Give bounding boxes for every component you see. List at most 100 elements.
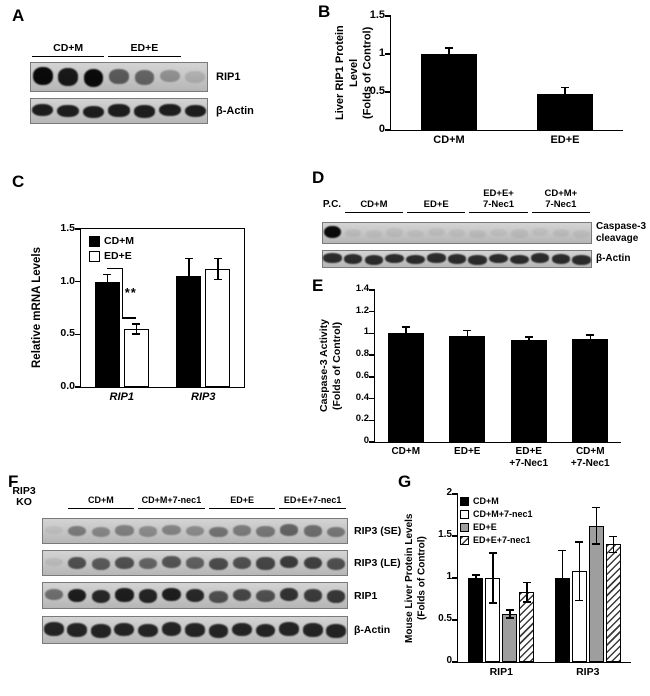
bar-series-CD+M [572,338,609,442]
x-category-label: RIP1 [81,391,163,404]
x-category-line: CD+M [433,134,465,146]
protein-band [531,228,549,236]
legend-swatch-gray [460,522,469,532]
protein-band [509,254,529,265]
error-bar-cap [575,541,584,543]
significance-bracket [107,267,122,270]
lane-group-label: CD+M+7-nec1 [138,495,205,509]
x-category-label: CD+M +7-Nec1 [560,446,622,470]
protein-band [365,230,383,238]
chart-c-plot-area: 0.0 0.5 1.0 1.5 RIP1 RIP3 CD+M ED+E ** [60,222,245,403]
error-bar-cap [524,336,533,338]
x-category-line: RIP1 [109,391,134,403]
error-bar-cap [132,333,141,335]
legend-swatch-black [89,235,100,247]
protein-band [385,253,405,264]
lane-label: P.C. [317,199,347,212]
lane-group-label-line: 7-Nec1 [545,199,577,210]
error-bar-cap [401,338,410,341]
y-axis-tick-label: 0 [363,435,369,446]
y-axis-title-line: Mouse Liver Protein Levels [404,513,415,643]
protein-band [108,104,130,117]
error-bar-cap [575,599,584,602]
lane-group-label-line: ED+E [130,42,159,54]
y-axis-tick-label: 0.4 [355,391,369,403]
error-bar-cap [524,342,533,344]
panel-f-label: F [8,472,19,491]
significance-bracket [121,267,124,318]
y-axis-tick-label: 1.2 [355,304,369,316]
protein-band [323,253,342,263]
error-bar [509,609,511,619]
protein-band [91,526,111,538]
protein-band [232,622,252,637]
blot-row-label: β-Actin [216,105,254,117]
error-bar-cap [609,535,618,537]
y-axis-tick [369,289,375,291]
protein-band [162,524,181,536]
y-axis-tick [452,493,458,495]
error-bar-cap [586,342,595,344]
lane-group-label-line: CD+M [87,495,114,505]
error-bar [526,582,528,603]
protein-band [68,588,87,603]
x-category-line: RIP3 [576,666,600,678]
lane-group-label: ED+E [108,42,181,57]
y-axis-title-line: Liver RIP1 Protein Level [334,25,360,121]
protein-band [530,253,550,263]
lane-group-label: ED+E [208,495,276,509]
protein-band [115,525,134,536]
protein-band [32,103,54,117]
x-category-line: ED+E [515,446,542,457]
error-bar-cap [592,506,601,509]
x-category-label: ED+E [437,446,499,458]
protein-band [209,590,228,603]
y-axis-tick [369,332,375,335]
error-bar-cap [213,257,222,260]
y-axis-tick-label: 2 [446,487,452,498]
bar-ED+E-RIP3 [588,525,604,662]
y-axis-tick-label: 0.2 [355,413,369,425]
protein-band [67,623,88,637]
blot-row-label-line: RIP1 [354,589,378,602]
significance-label: ** [124,284,137,300]
protein-band [91,558,111,570]
y-axis-tick [385,15,391,17]
y-axis-tick [452,535,458,537]
x-category-label: ED+E +7-Nec1 [498,446,560,470]
protein-band [232,525,252,536]
legend-label: CD+M [473,496,499,506]
lane-group-label: CD+M [344,199,404,213]
y-axis-tick-label: 0.5 [60,327,75,340]
lane-group-label-line: 7-Nec1 [482,199,515,210]
error-bar-cap [184,293,193,295]
protein-band [386,228,403,237]
error-bar-cap [561,86,569,89]
protein-band [134,70,155,85]
error-bar-cap [558,549,567,552]
protein-band [133,105,156,118]
protein-band [572,255,591,265]
chart-g-plot-area: 0 0.5 1 1.5 2 RIP1 RIP3 CD+M CD+M+7-nec1 ED+E ED+E… [438,487,631,678]
protein-band [303,556,322,570]
y-axis-tick-label: 1.5 [438,529,452,540]
protein-band [256,526,275,537]
error-bar-cap [488,602,497,604]
lane-group-label: ED+E+7-nec1 [279,495,346,509]
protein-band [303,589,322,602]
y-axis-tick-label: 0.0 [60,380,75,392]
lane-group-label-line: CD+M+7-nec1 [141,495,202,505]
x-category-label: CD+M [375,446,437,458]
lane-group-label-line: CD+M+ [544,188,578,199]
protein-band [468,255,488,265]
protein-band [138,623,158,638]
protein-band [511,229,528,238]
bar-series-CD+M [421,54,477,130]
y-axis-tick [369,310,375,313]
x-category-line: CD+M [575,446,605,457]
bar-CD+M-RIP3 [176,276,202,387]
panel-e-label: E [312,276,324,295]
error-bar-cap [132,323,141,325]
y-axis-tick [369,376,375,378]
lane-group-label-line: ED+E+7-nec1 [283,495,342,505]
